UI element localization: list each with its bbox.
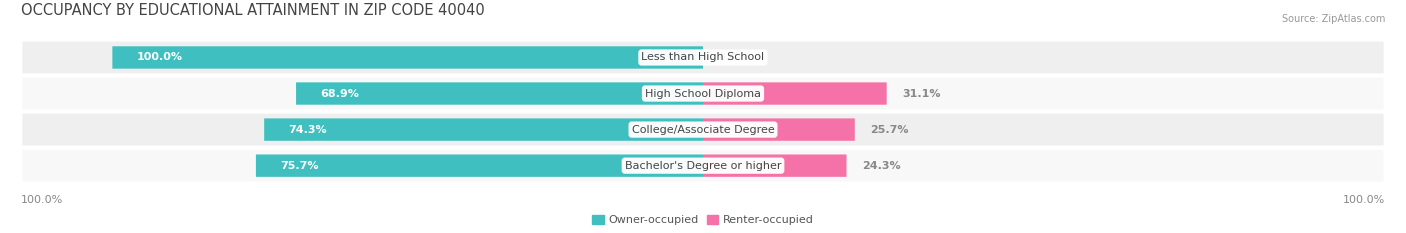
Text: 0.0%: 0.0%	[718, 52, 749, 62]
FancyBboxPatch shape	[21, 112, 1385, 147]
FancyBboxPatch shape	[21, 76, 1385, 111]
FancyBboxPatch shape	[21, 40, 1385, 75]
Text: College/Associate Degree: College/Associate Degree	[631, 125, 775, 135]
Text: Source: ZipAtlas.com: Source: ZipAtlas.com	[1281, 14, 1385, 24]
Text: 24.3%: 24.3%	[862, 161, 900, 171]
Text: 68.9%: 68.9%	[321, 89, 360, 99]
Text: 100.0%: 100.0%	[1343, 195, 1385, 205]
Text: OCCUPANCY BY EDUCATIONAL ATTAINMENT IN ZIP CODE 40040: OCCUPANCY BY EDUCATIONAL ATTAINMENT IN Z…	[21, 3, 485, 18]
FancyBboxPatch shape	[264, 118, 703, 141]
Text: 25.7%: 25.7%	[870, 125, 908, 135]
Legend: Owner-occupied, Renter-occupied: Owner-occupied, Renter-occupied	[588, 210, 818, 230]
Text: Less than High School: Less than High School	[641, 52, 765, 62]
Text: Bachelor's Degree or higher: Bachelor's Degree or higher	[624, 161, 782, 171]
FancyBboxPatch shape	[297, 82, 703, 105]
FancyBboxPatch shape	[703, 82, 887, 105]
Text: 75.7%: 75.7%	[280, 161, 319, 171]
Text: 100.0%: 100.0%	[136, 52, 183, 62]
FancyBboxPatch shape	[21, 148, 1385, 183]
Text: 100.0%: 100.0%	[21, 195, 63, 205]
FancyBboxPatch shape	[256, 154, 703, 177]
Text: 31.1%: 31.1%	[901, 89, 941, 99]
FancyBboxPatch shape	[703, 154, 846, 177]
FancyBboxPatch shape	[703, 118, 855, 141]
Text: High School Diploma: High School Diploma	[645, 89, 761, 99]
Text: 74.3%: 74.3%	[288, 125, 328, 135]
FancyBboxPatch shape	[112, 46, 703, 69]
